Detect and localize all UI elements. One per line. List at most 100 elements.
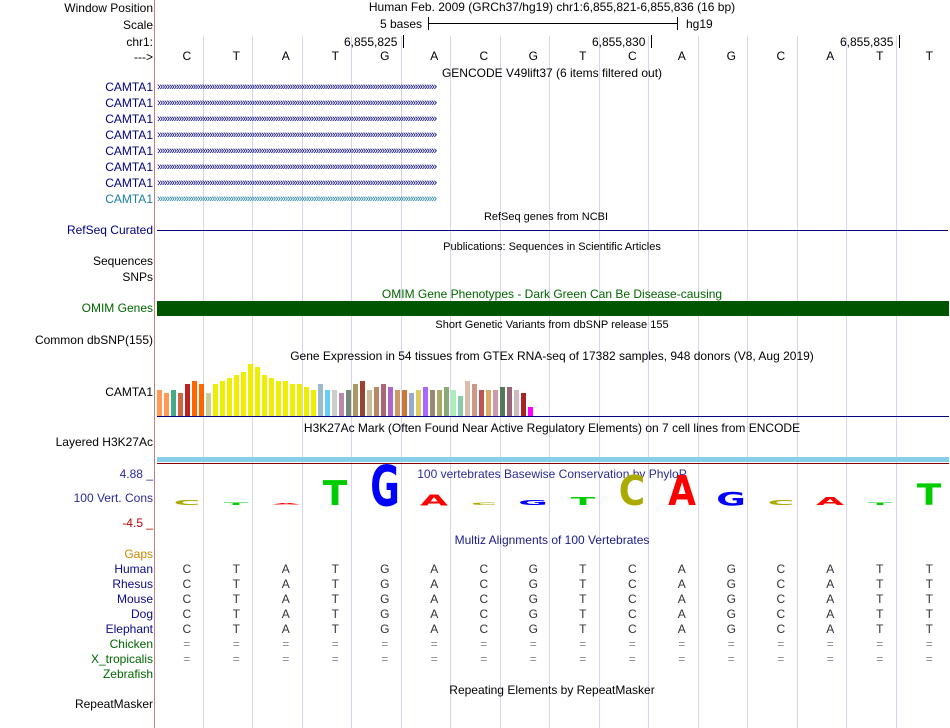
gtex-tissue-bar[interactable] [311, 390, 316, 416]
gtex-tissue-bar[interactable] [241, 372, 246, 416]
phylop-base-glyph: C [619, 467, 646, 516]
gtex-tissue-bar[interactable] [500, 387, 505, 416]
gencode-transcript-line[interactable]: ››››››››››››››››››››››››››››››››››››››››… [157, 129, 437, 141]
species-label[interactable]: Dog [130, 607, 153, 621]
gtex-tissue-bar[interactable] [234, 375, 239, 416]
alignment-base: = [777, 637, 785, 651]
refseq-label[interactable]: RefSeq Curated [66, 223, 153, 237]
gtex-tissue-bar[interactable] [486, 390, 491, 416]
gtex-tissue-bar[interactable] [332, 390, 337, 416]
species-label[interactable]: Rhesus [112, 577, 153, 591]
gtex-tissue-bar[interactable] [521, 393, 526, 416]
repeatmasker-label[interactable]: RepeatMasker [74, 697, 153, 711]
phylop-base-glyph: A [420, 491, 449, 509]
refseq-gene-line[interactable] [157, 230, 948, 231]
gtex-tissue-bar[interactable] [437, 390, 442, 416]
gtex-tissue-bar[interactable] [304, 387, 309, 416]
gencode-transcript-line[interactable]: ››››››››››››››››››››››››››››››››››››››››… [157, 193, 437, 205]
gtex-tissue-bar[interactable] [472, 384, 477, 416]
gtex-tissue-bar[interactable] [409, 393, 414, 416]
gencode-transcript-label[interactable]: CAMTA1 [105, 112, 153, 126]
alignment-base: = [925, 637, 933, 651]
gtex-tissue-bar[interactable] [395, 390, 400, 416]
gtex-tissue-bar[interactable] [451, 390, 456, 416]
h3k27ac-signal[interactable] [157, 457, 949, 462]
gencode-transcript-label[interactable]: CAMTA1 [105, 160, 153, 174]
gtex-tissue-bar[interactable] [164, 393, 169, 416]
gencode-transcript-label[interactable]: CAMTA1 [105, 192, 153, 206]
gtex-tissue-bar[interactable] [402, 390, 407, 416]
omim-gene-bar[interactable] [157, 301, 949, 316]
gtex-tissue-bar[interactable] [276, 381, 281, 416]
gtex-tissue-bar[interactable] [388, 387, 393, 416]
gtex-tissue-bar[interactable] [199, 384, 204, 416]
gtex-tissue-bar[interactable] [255, 367, 260, 416]
gtex-tissue-bar[interactable] [374, 387, 379, 416]
gtex-tissue-bar[interactable] [318, 384, 323, 416]
gtex-tissue-bar[interactable] [325, 390, 330, 416]
publications-snps-label[interactable]: SNPs [122, 270, 153, 284]
gtex-tissue-bar[interactable] [430, 390, 435, 416]
gtex-tissue-bar[interactable] [514, 390, 519, 416]
species-label[interactable]: Mouse [116, 592, 153, 606]
phylop-base-glyph: A [667, 467, 696, 516]
gtex-tissue-bar[interactable] [353, 384, 358, 416]
omim-label[interactable]: OMIM Genes [81, 301, 153, 315]
alignment-base: = [480, 652, 488, 666]
gtex-tissue-bar[interactable] [458, 396, 463, 416]
gtex-tissue-bar[interactable] [423, 387, 428, 416]
gtex-tissue-bar[interactable] [381, 384, 386, 416]
gtex-tissue-bar[interactable] [465, 381, 470, 416]
multiz-gaps-label[interactable]: Gaps [124, 547, 153, 561]
species-label[interactable]: Human [114, 562, 153, 576]
gtex-tissue-bar[interactable] [220, 381, 225, 416]
gencode-transcript-label[interactable]: CAMTA1 [105, 96, 153, 110]
gtex-tissue-bar[interactable] [360, 381, 365, 416]
gtex-tissue-bar[interactable] [346, 390, 351, 416]
gencode-transcript-label[interactable]: CAMTA1 [105, 144, 153, 158]
phylop-label[interactable]: 100 Vert. Cons [73, 491, 153, 505]
gtex-tissue-bar[interactable] [507, 387, 512, 416]
gtex-tissue-bar[interactable] [528, 407, 533, 416]
gtex-tissue-bar[interactable] [339, 393, 344, 416]
publications-sequences-label[interactable]: Sequences [92, 254, 153, 268]
alignment-base: T [579, 577, 587, 591]
gencode-transcript-line[interactable]: ››››››››››››››››››››››››››››››››››››››››… [157, 145, 437, 157]
gtex-tissue-bar[interactable] [206, 393, 211, 416]
gtex-tissue-bar[interactable] [192, 381, 197, 416]
gtex-tissue-bar[interactable] [269, 378, 274, 416]
dbsnp-label[interactable]: Common dbSNP(155) [34, 333, 153, 347]
gtex-tissue-bar[interactable] [367, 390, 372, 416]
gencode-transcript-line[interactable]: ››››››››››››››››››››››››››››››››››››››››… [157, 97, 437, 109]
gencode-transcript-line[interactable]: ››››››››››››››››››››››››››››››››››››››››… [157, 177, 437, 189]
alignment-base: = [777, 652, 785, 666]
gtex-tissue-bar[interactable] [479, 390, 484, 416]
gencode-transcript-label[interactable]: CAMTA1 [105, 128, 153, 142]
h3k27ac-label[interactable]: Layered H3K27Ac [55, 435, 153, 449]
gtex-tissue-bar[interactable] [248, 364, 253, 416]
gencode-transcript-line[interactable]: ››››››››››››››››››››››››››››››››››››››››… [157, 81, 437, 93]
gtex-tissue-bar[interactable] [171, 390, 176, 416]
gtex-tissue-bar[interactable] [185, 384, 190, 416]
gtex-tissue-bar[interactable] [444, 387, 449, 416]
species-label[interactable]: Chicken [109, 637, 153, 651]
gencode-transcript-line[interactable]: ››››››››››››››››››››››››››››››››››››››››… [157, 161, 437, 173]
gtex-tissue-bar[interactable] [157, 390, 162, 416]
gtex-tissue-bar[interactable] [290, 384, 295, 416]
gtex-tissue-bar[interactable] [262, 375, 267, 416]
gencode-transcript-label[interactable]: CAMTA1 [105, 176, 153, 190]
gtex-tissue-bar[interactable] [297, 384, 302, 416]
gtex-tissue-bar[interactable] [227, 378, 232, 416]
gtex-tissue-bar[interactable] [213, 384, 218, 416]
species-label[interactable]: X_tropicalis [90, 652, 153, 666]
gencode-transcript-label[interactable]: CAMTA1 [105, 80, 153, 94]
species-label[interactable]: Zebrafish [102, 667, 153, 681]
gtex-label[interactable]: CAMTA1 [105, 385, 153, 399]
gtex-tissue-bar[interactable] [493, 390, 498, 416]
gtex-tissue-bar[interactable] [416, 390, 421, 416]
gtex-tissue-bar[interactable] [178, 393, 183, 416]
species-label[interactable]: Elephant [105, 622, 153, 636]
gtex-tissue-bar[interactable] [283, 381, 288, 416]
gencode-transcript-line[interactable]: ››››››››››››››››››››››››››››››››››››››››… [157, 113, 437, 125]
